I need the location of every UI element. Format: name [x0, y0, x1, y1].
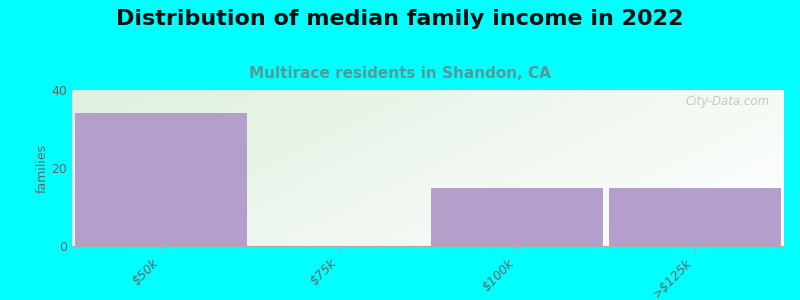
- Y-axis label: families: families: [35, 143, 49, 193]
- Bar: [430, 188, 603, 246]
- Text: Multirace residents in Shandon, CA: Multirace residents in Shandon, CA: [249, 66, 551, 81]
- Text: City-Data.com: City-Data.com: [686, 95, 770, 108]
- Bar: [609, 188, 782, 246]
- Bar: [74, 113, 247, 246]
- Text: Distribution of median family income in 2022: Distribution of median family income in …: [116, 9, 684, 29]
